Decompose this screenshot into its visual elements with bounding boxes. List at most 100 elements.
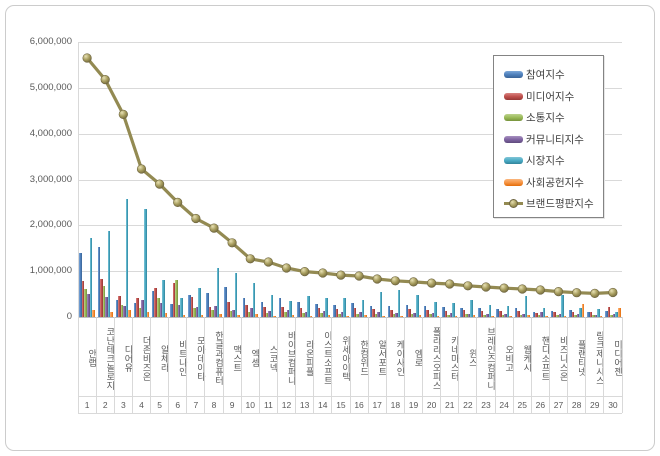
category-separator (240, 317, 242, 413)
bar (605, 311, 608, 317)
rank-label: 4 (139, 400, 144, 410)
bar-group (278, 42, 297, 317)
bar-group (206, 42, 224, 317)
bar-group (224, 42, 242, 317)
bar (343, 297, 346, 317)
bar (333, 305, 336, 317)
gridline (78, 271, 622, 273)
rank-label: 29 (590, 400, 600, 410)
category-label: 더존비즈온 (141, 335, 152, 381)
bar (237, 314, 240, 317)
bar (289, 300, 292, 317)
bar (542, 307, 546, 317)
bar (405, 305, 409, 317)
rank-label: 13 (299, 400, 310, 410)
category-separator (222, 317, 224, 413)
bar (299, 308, 303, 317)
bar (408, 308, 411, 317)
rank-label: 27 (553, 400, 564, 410)
category-label: 알체라 (159, 344, 170, 372)
bar (162, 280, 165, 317)
bar (592, 315, 595, 317)
legend-swatch (504, 157, 523, 165)
bar (97, 246, 101, 317)
bar (81, 281, 85, 317)
category-separator (585, 317, 587, 413)
category-separator (331, 317, 333, 413)
line-marker (481, 282, 491, 292)
y-tick-label: 2,000,000 (29, 219, 72, 231)
bar (369, 305, 373, 317)
bar (364, 315, 367, 317)
bar (465, 314, 468, 317)
bar (105, 297, 108, 317)
bar (322, 311, 326, 317)
bar (478, 308, 481, 317)
bar-group (188, 42, 206, 317)
bar (501, 314, 505, 317)
bar (107, 230, 111, 317)
bar (315, 304, 318, 317)
bar (219, 314, 222, 317)
category-label: 키네마스터 (449, 335, 460, 381)
line-marker (191, 213, 201, 224)
category-label: 비트나인 (177, 340, 188, 376)
bar (136, 298, 139, 317)
bar (524, 295, 528, 317)
legend-label: 참여지수 (526, 69, 565, 82)
bar (431, 313, 435, 317)
bar (413, 312, 416, 317)
category-separator (131, 317, 133, 413)
bar (571, 311, 575, 317)
legend-label: 미디어지수 (526, 90, 575, 103)
bar (175, 280, 178, 317)
bar-group (478, 42, 496, 317)
bar (504, 314, 507, 317)
bar (120, 305, 124, 317)
category-separator (276, 317, 278, 413)
bar (462, 310, 466, 317)
bar-group (423, 42, 442, 317)
bar (123, 306, 126, 317)
bar (84, 288, 88, 317)
line-marker (553, 287, 564, 297)
legend-swatch (504, 178, 523, 186)
rank-label: 7 (193, 400, 199, 410)
bar (268, 311, 271, 317)
bar-group (97, 42, 116, 317)
bar-group (170, 42, 188, 317)
bar (423, 306, 427, 317)
bar-group (605, 42, 623, 317)
bar (302, 313, 305, 317)
rank-label: 30 (608, 400, 618, 410)
bar (141, 299, 144, 317)
y-tick-label: 3,000,000 (29, 173, 72, 185)
bar (589, 312, 593, 317)
bar (472, 315, 476, 317)
line-marker (354, 271, 364, 281)
bar (509, 315, 512, 317)
legend-swatch (504, 71, 523, 79)
bar (247, 312, 251, 317)
y-tick-label: 0 (66, 311, 72, 322)
bar (517, 311, 520, 317)
bar (563, 315, 567, 317)
bar (496, 308, 499, 317)
rank-label: 6 (175, 400, 181, 410)
bar (89, 237, 93, 317)
gridline (78, 87, 622, 89)
bar (250, 308, 253, 317)
bar (270, 295, 274, 317)
line-marker (445, 279, 455, 289)
line-marker (227, 238, 237, 248)
y-tick-label: 5,000,000 (29, 81, 72, 93)
bar (118, 296, 121, 317)
bar (182, 314, 186, 317)
bar (102, 285, 106, 317)
line-marker (118, 109, 128, 119)
bar (519, 314, 523, 317)
gridline (78, 133, 622, 135)
bar (100, 278, 103, 317)
bar (390, 309, 393, 317)
bar (387, 306, 391, 317)
